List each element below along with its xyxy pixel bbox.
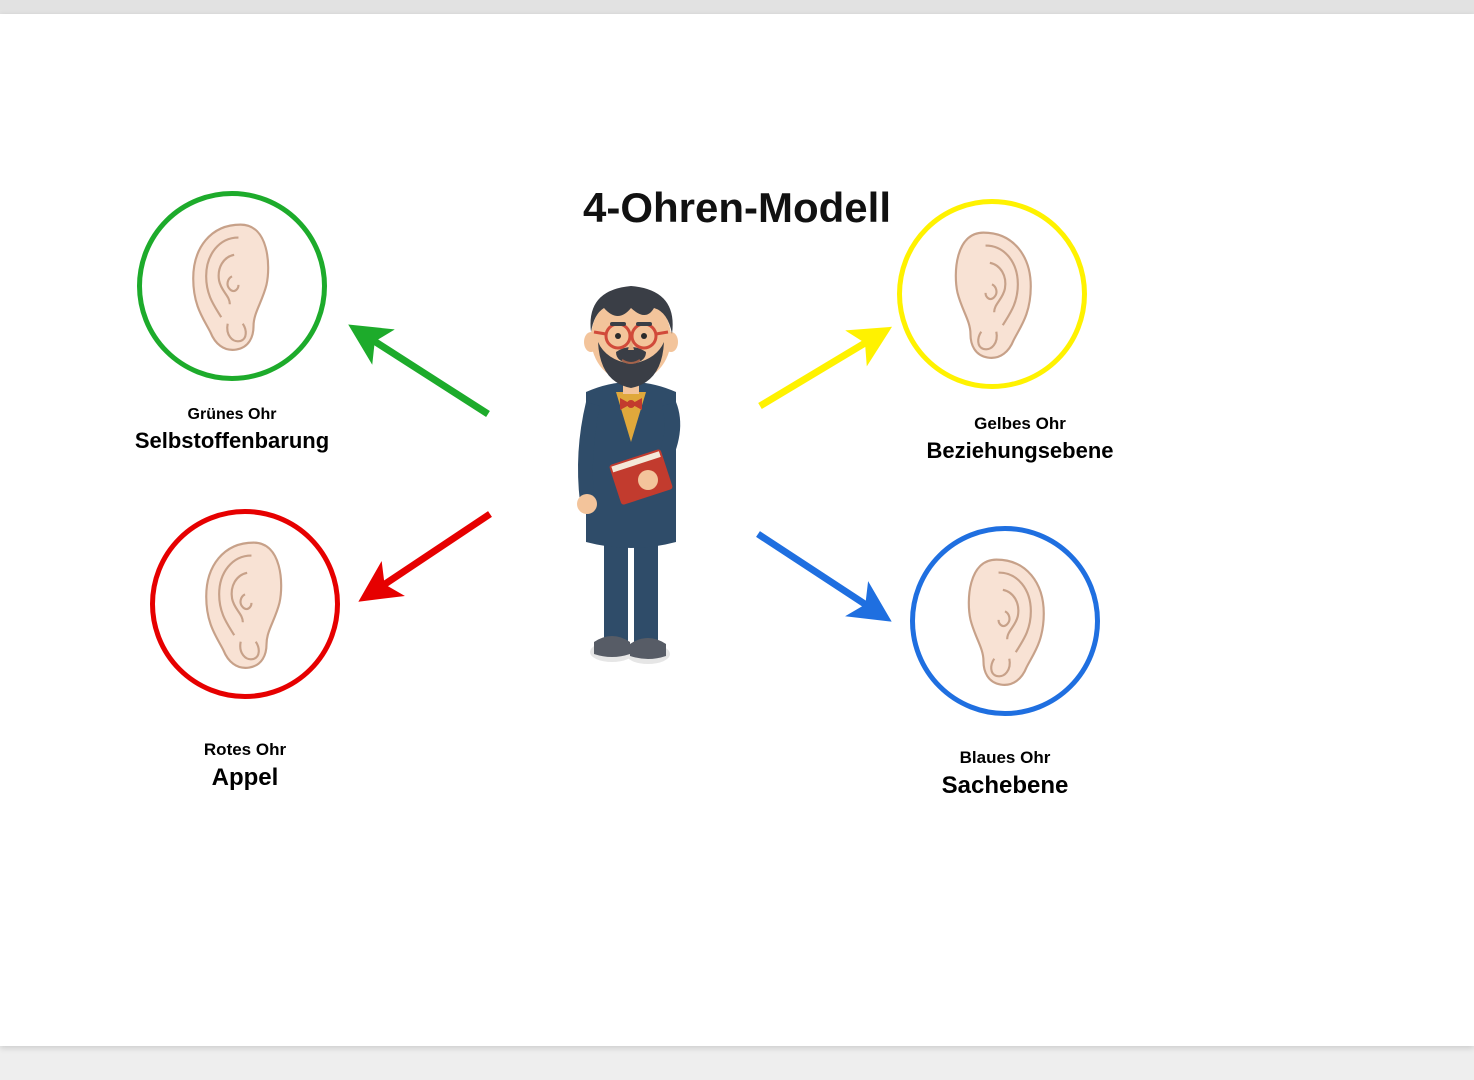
ear-icon	[190, 534, 300, 674]
arrow-to-red	[370, 514, 490, 594]
diagram-canvas: 4-Ohren-Modell Grünes Oh	[0, 14, 1474, 1046]
ear-label-big-red: Appel	[45, 764, 445, 792]
page: 4-Ohren-Modell Grünes Oh	[0, 0, 1474, 1080]
ear-label-small-green: Grünes Ohr	[32, 406, 432, 424]
ear-icon	[177, 216, 287, 356]
ear-node-yellow	[897, 199, 1087, 389]
ear-label-green: Grünes Ohr Selbstoffenbarung	[32, 392, 432, 454]
ear-label-small-red: Rotes Ohr	[45, 740, 445, 760]
ear-label-small-yellow: Gelbes Ohr	[820, 414, 1220, 434]
header-strip	[0, 0, 1474, 14]
ear-label-blue: Blaues Ohr Sachebene	[805, 734, 1205, 800]
arrow-to-yellow	[760, 334, 880, 406]
ear-label-big-green: Selbstoffenbarung	[32, 428, 432, 454]
ear-label-big-blue: Sachebene	[805, 772, 1205, 800]
ear-label-small-blue: Blaues Ohr	[805, 748, 1205, 768]
ear-icon	[950, 551, 1060, 691]
ear-label-yellow: Gelbes Ohr Beziehungsebene	[820, 400, 1220, 464]
ear-label-red: Rotes Ohr Appel	[45, 726, 445, 792]
ear-circle-yellow	[897, 199, 1087, 389]
ear-node-green	[137, 191, 327, 381]
ear-circle-blue	[910, 526, 1100, 716]
ear-circle-green	[137, 191, 327, 381]
ear-node-blue	[910, 526, 1100, 716]
ear-label-big-yellow: Beziehungsebene	[820, 438, 1220, 464]
ear-circle-red	[150, 509, 340, 699]
ear-icon	[937, 224, 1047, 364]
ear-node-red	[150, 509, 340, 699]
person-svg	[546, 242, 716, 682]
arrow-to-blue	[758, 534, 880, 614]
person-illustration	[546, 242, 716, 682]
